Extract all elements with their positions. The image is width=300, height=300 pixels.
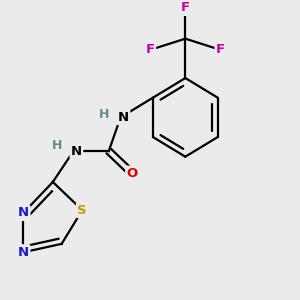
- Text: O: O: [127, 167, 138, 180]
- Text: H: H: [52, 139, 62, 152]
- Text: F: F: [146, 44, 154, 56]
- Text: N: N: [18, 246, 29, 259]
- Text: S: S: [77, 204, 87, 217]
- Text: N: N: [118, 111, 129, 124]
- Text: N: N: [71, 145, 82, 158]
- Text: N: N: [18, 206, 29, 219]
- Text: H: H: [99, 108, 110, 121]
- Text: F: F: [216, 44, 225, 56]
- Text: F: F: [181, 1, 190, 14]
